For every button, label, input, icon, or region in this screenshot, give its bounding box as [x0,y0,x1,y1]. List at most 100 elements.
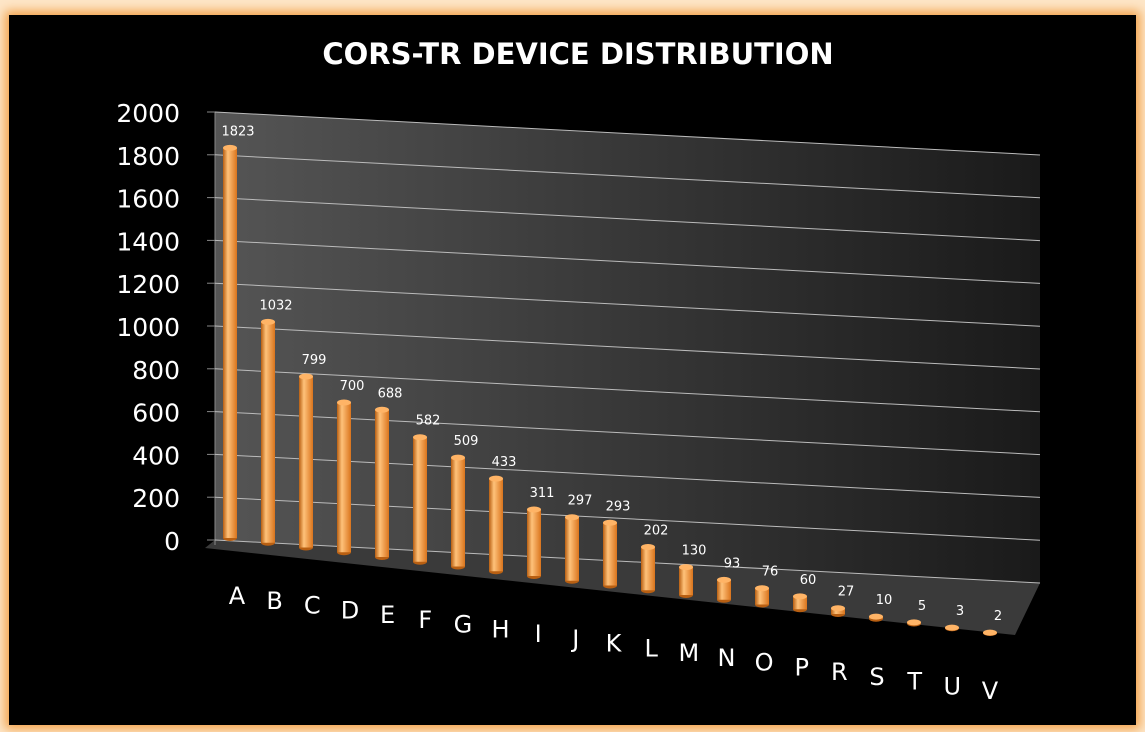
grid-line [214,368,1041,413]
bar-cap [565,514,579,521]
data-label: 688 [378,386,403,401]
data-label: 700 [340,379,365,394]
grid-line [214,197,1041,242]
bar [793,596,807,610]
bar [375,409,389,557]
grid-line [214,411,1041,456]
y-tick-label: 2000 [116,99,180,128]
bar-cap [451,454,465,461]
bar-cap [755,585,769,592]
bar-cap [717,576,731,583]
data-label: 130 [682,544,707,559]
grid-line [214,282,1041,327]
data-label: 1032 [259,298,292,313]
bar [223,147,237,539]
data-label: 10 [876,593,893,608]
bar [679,567,693,595]
grid-line [214,154,1041,199]
data-label: 311 [530,486,555,501]
x-tick-label: R [831,658,848,686]
x-tick-label: B [266,587,282,615]
bar-cap [489,475,503,482]
y-tick-label: 1200 [116,270,180,299]
x-tick-label: O [755,649,774,677]
x-tick-label: G [454,611,473,639]
y-tick-label: 600 [132,399,180,428]
y-tick-label: 400 [132,441,180,470]
bar-cap [869,613,883,620]
grid-line [214,539,1041,584]
data-label: 509 [454,434,479,449]
bar-cap [831,605,845,612]
x-tick-label: V [982,677,999,705]
x-tick-label: N [717,644,735,672]
data-label: 297 [568,494,593,509]
bar [527,509,541,576]
data-label: 5 [918,599,926,614]
x-tick-label: D [341,596,359,624]
grid-line [214,111,1041,156]
bar-cap [793,593,807,600]
y-tick-label: 1400 [116,227,180,256]
x-tick-label: H [492,615,510,643]
x-tick-label: L [644,634,658,662]
x-tick-label: U [944,672,962,700]
x-tick-label: P [795,653,809,681]
data-label: 2 [994,609,1002,624]
x-tick-label: A [229,582,246,610]
data-label: 1823 [221,124,254,139]
bar-cap [603,519,617,526]
data-label: 202 [644,524,669,539]
grid-line [214,496,1041,541]
bar [641,547,655,591]
grid-line [214,453,1041,498]
data-label: 93 [724,556,741,571]
bar-cap [337,399,351,406]
bar [413,437,427,562]
bar-cap [223,144,237,151]
bar-cap [679,564,693,571]
data-label: 293 [606,499,631,514]
bar [755,588,769,605]
y-tick-label: 1000 [116,313,180,342]
bar-cap [907,619,921,626]
y-tick-label: 1800 [116,142,180,171]
data-label: 60 [800,573,817,588]
x-tick-label: K [606,630,623,658]
bar-cap [945,624,959,631]
bar-cap [641,544,655,551]
x-tick-label: S [869,663,884,691]
y-tick-label: 200 [132,484,180,513]
x-tick-label: I [535,620,542,648]
bar-cap [413,434,427,441]
x-tick-label: F [418,606,432,634]
bar [603,522,617,586]
bar-cap [375,406,389,413]
data-label: 27 [838,585,855,600]
data-label: 582 [416,414,441,429]
bar [489,478,503,572]
grid-line [214,325,1041,370]
bar [337,402,351,553]
data-label: 3 [956,604,964,619]
bar-cap [527,506,541,513]
x-tick-label: M [678,639,699,667]
bar-cap [983,629,997,636]
x-tick-label: J [570,625,579,653]
x-tick-label: T [906,668,922,696]
chart-title: CORS-TR DEVICE DISTRIBUTION [322,37,833,71]
bar-cap [261,318,275,325]
bar [717,579,731,600]
y-tick-label: 1600 [116,185,180,214]
data-label: 76 [762,565,779,580]
x-tick-label: C [304,592,321,620]
bar [299,376,313,548]
bar-cap [299,373,313,380]
bar [451,457,465,567]
bar [565,517,579,581]
data-label: 799 [302,353,327,368]
x-tick-label: E [380,601,395,629]
y-tick-label: 0 [164,527,180,556]
